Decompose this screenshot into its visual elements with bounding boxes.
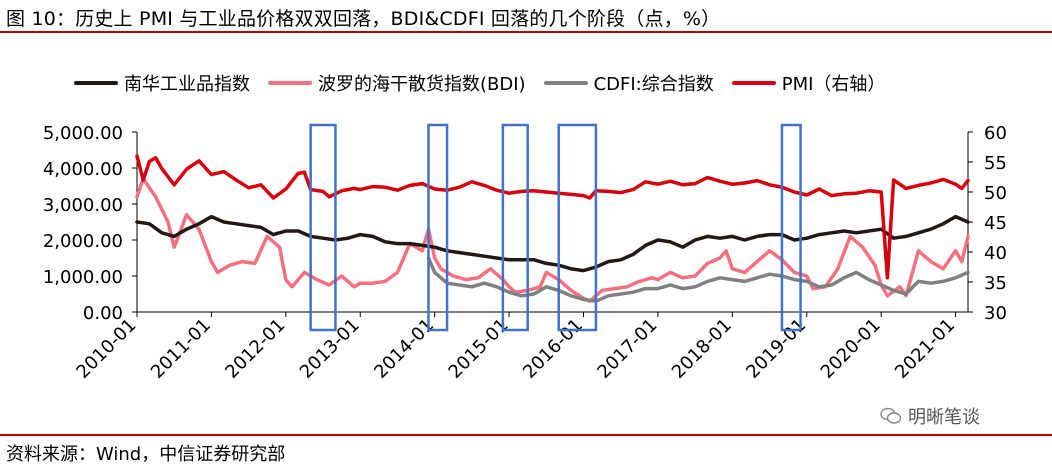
legend-label-nanhua: 南华工业品指数 (124, 74, 250, 95)
left-y-tick-label: 4,000.00 (43, 159, 123, 180)
chart-legend: 南华工业品指数 波罗的海干散货指数(BDI) CDFI:综合指数 PMI（右轴） (74, 70, 885, 96)
x-tick-label: 2018-01 (668, 315, 736, 383)
right-y-tick-label: 30 (984, 303, 1007, 324)
highlight-box-1 (309, 123, 337, 332)
legend-label-pmi: PMI（右轴） (781, 74, 886, 95)
right-y-tick-label: 45 (984, 213, 1007, 234)
x-tick-label: 2016-01 (519, 315, 587, 383)
legend-swatch-nanhua (74, 81, 118, 85)
watermark: 明晰笔谈 (880, 403, 980, 429)
x-tick-label: 2017-01 (593, 315, 661, 383)
left-y-tick-label: 3,000.00 (43, 195, 123, 216)
right-y-tick-label: 60 (984, 123, 1007, 144)
legend-label-bdi: 波罗的海干散货指数(BDI) (318, 74, 526, 95)
legend-swatch-pmi (731, 81, 776, 85)
title-divider (0, 31, 1052, 33)
series-line-4 (135, 154, 970, 280)
highlight-box-4 (557, 123, 598, 332)
series-line-1 (135, 214, 970, 273)
highlight-box-2 (427, 123, 449, 332)
chart-title: 图 10：历史上 PMI 与工业品价格双双回落，BDI&CDFI 回落的几个阶段… (6, 8, 721, 30)
legend-item-cdfi: CDFI:综合指数 (543, 70, 714, 96)
right-y-tick-label: 35 (984, 273, 1007, 294)
legend-item-nanhua: 南华工业品指数 (74, 70, 250, 96)
right-y-tick-label: 55 (984, 153, 1007, 174)
left-y-tick-label: 2,000.00 (43, 231, 123, 252)
right-y-tick-label: 50 (984, 183, 1007, 204)
source-note: 资料来源：Wind，中信证券研究部 (6, 444, 286, 465)
series-line-3 (426, 256, 970, 303)
legend-item-pmi: PMI（右轴） (731, 70, 886, 96)
x-tick-label: 2012-01 (221, 315, 289, 383)
watermark-text: 明晰笔谈 (908, 407, 980, 428)
x-tick-label: 2010-01 (72, 315, 140, 383)
left-y-tick-label: 1,000.00 (43, 267, 123, 288)
x-tick-label: 2013-01 (296, 315, 364, 383)
left-y-tick-label: 5,000.00 (43, 123, 123, 144)
legend-swatch-bdi (268, 81, 312, 85)
footer-divider (0, 434, 1052, 436)
right-y-tick-label: 40 (984, 243, 1007, 264)
legend-label-cdfi: CDFI:综合指数 (593, 74, 714, 95)
x-tick-label: 2021-01 (891, 315, 959, 383)
wechat-icon (880, 407, 902, 424)
left-y-tick-label: 0.00 (83, 303, 123, 324)
highlight-box-5 (780, 123, 802, 332)
x-tick-label: 2011-01 (147, 315, 215, 383)
legend-item-bdi: 波罗的海干散货指数(BDI) (268, 70, 526, 96)
highlight-box-3 (501, 123, 529, 332)
series-line-2 (135, 177, 970, 303)
legend-swatch-cdfi (543, 81, 588, 85)
x-tick-label: 2020-01 (817, 315, 885, 383)
